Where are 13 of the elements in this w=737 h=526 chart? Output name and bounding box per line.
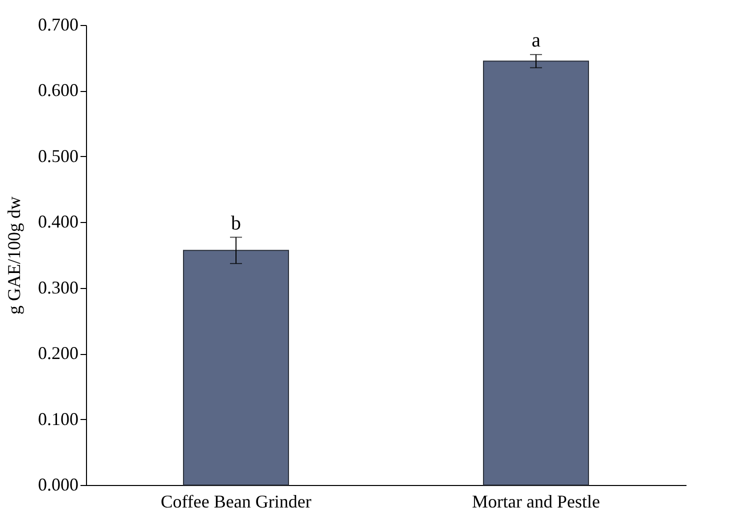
annotation: a [532, 30, 541, 52]
y-tick-label: 0.400 [38, 212, 78, 232]
y-tick-label: 0.500 [38, 146, 78, 166]
y-axis-title: g GAE/100g dw [4, 196, 24, 314]
y-tick-label: 0.200 [38, 343, 78, 364]
x-tick-label: Mortar and Pestle [472, 492, 600, 512]
y-tick-label: 0.300 [38, 277, 78, 298]
y-tick-label: 0.600 [38, 80, 78, 100]
y-tick-label: 0.700 [38, 14, 78, 34]
y-tick-label: 0.100 [38, 408, 78, 429]
annotation: b [231, 212, 241, 234]
y-tick-label: 0.000 [38, 474, 78, 494]
x-tick-label: Coffee Bean Grinder [160, 492, 312, 512]
